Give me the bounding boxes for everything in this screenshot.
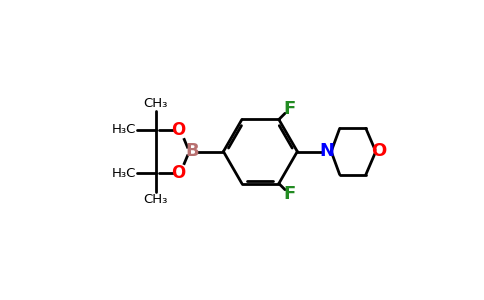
- Text: B: B: [186, 142, 199, 160]
- Text: O: O: [171, 121, 185, 139]
- Text: CH₃: CH₃: [143, 97, 168, 110]
- Text: F: F: [284, 185, 296, 203]
- Text: O: O: [371, 142, 387, 160]
- Text: N: N: [319, 142, 334, 160]
- Text: CH₃: CH₃: [143, 193, 168, 206]
- Text: H₃C: H₃C: [111, 167, 136, 180]
- Text: O: O: [171, 164, 185, 182]
- Text: H₃C: H₃C: [111, 123, 136, 136]
- Text: F: F: [284, 100, 296, 118]
